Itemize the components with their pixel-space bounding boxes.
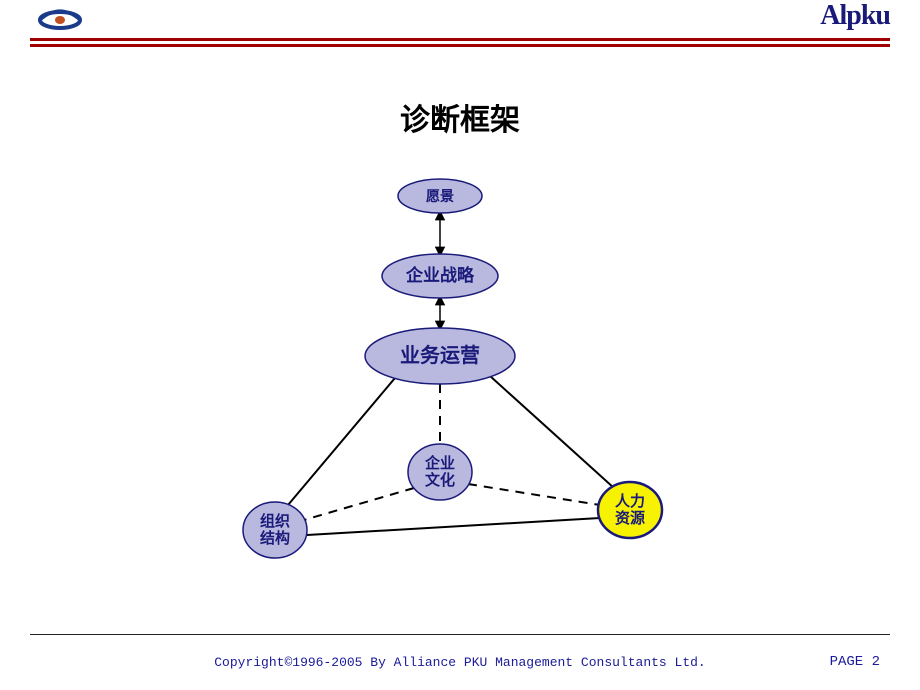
edge-operations-org: [288, 378, 395, 505]
copyright-text: Copyright©1996-2005 By Alliance PKU Mana…: [0, 655, 920, 670]
node-label-culture: 企业 文化: [408, 444, 472, 500]
edge-operations-hr: [490, 376, 614, 488]
page-number: PAGE 2: [830, 654, 880, 670]
footer-rule: [30, 634, 890, 635]
edge-culture-org: [304, 488, 414, 520]
node-label-org: 组织 结构: [243, 502, 307, 558]
edge-culture-hr: [468, 484, 600, 505]
edge-org-hr: [307, 518, 600, 535]
node-label-vision: 愿景: [398, 179, 482, 213]
node-label-hr: 人力 资源: [598, 482, 662, 538]
node-label-strategy: 企业战略: [382, 254, 498, 298]
node-label-operations: 业务运营: [365, 328, 515, 384]
